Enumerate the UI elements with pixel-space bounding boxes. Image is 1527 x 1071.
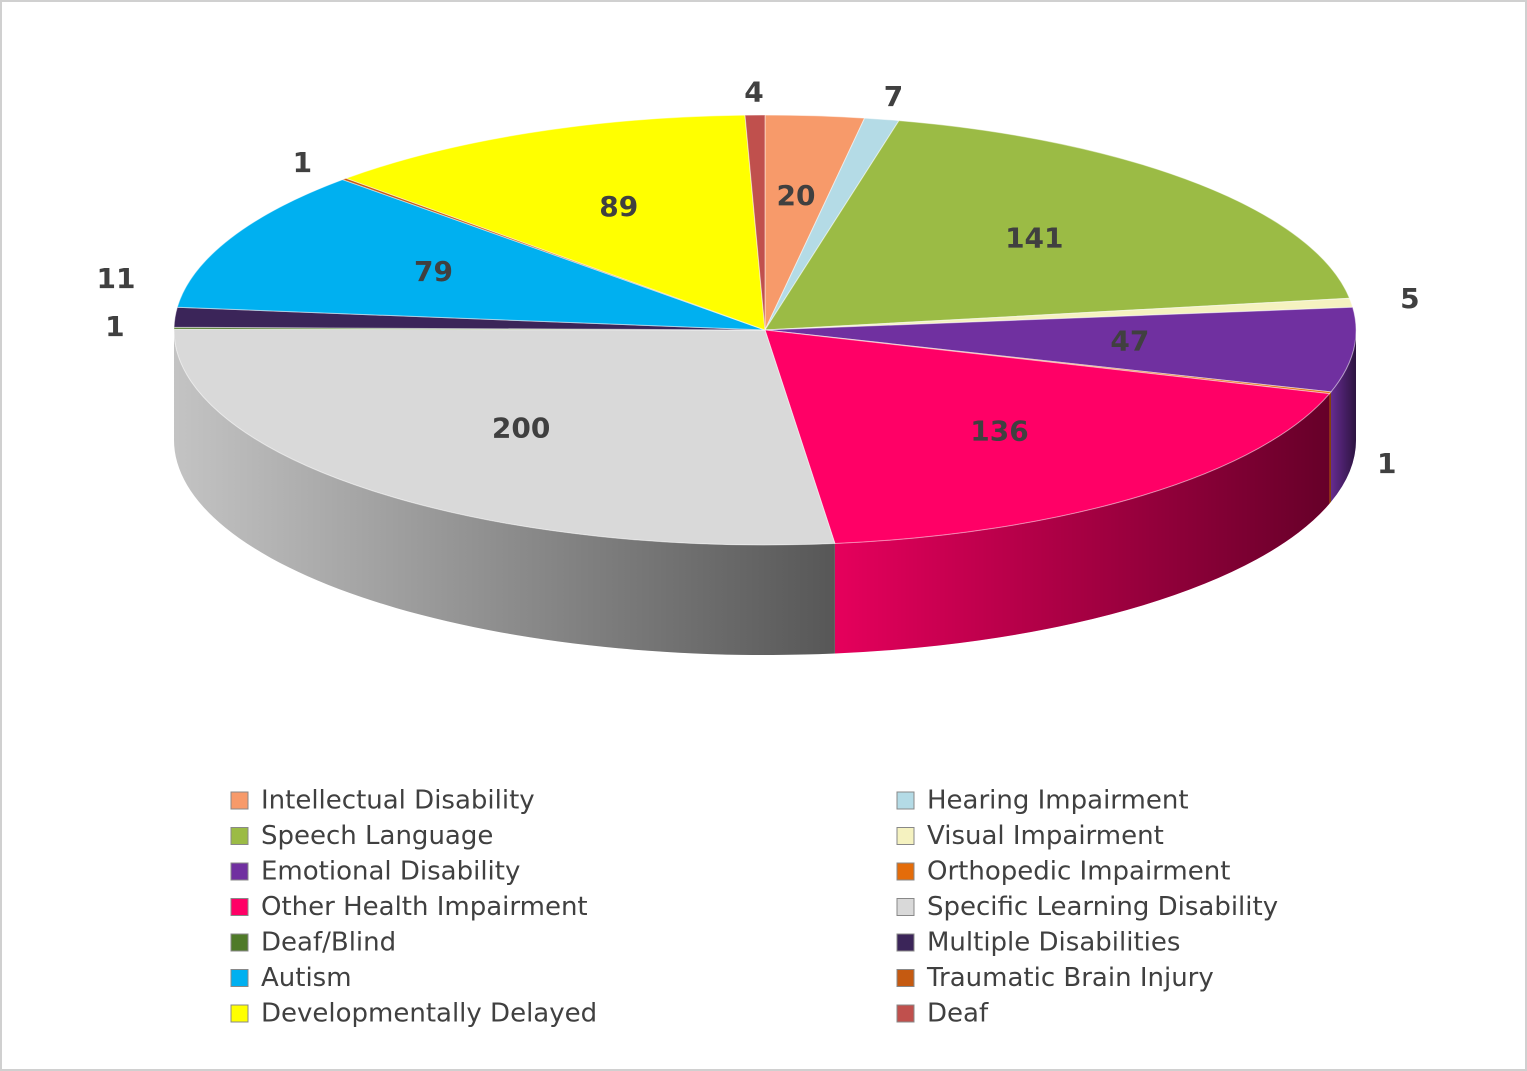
legend-label: Hearing Impairment xyxy=(927,786,1189,816)
legend-swatch xyxy=(230,862,249,881)
legend-label: Deaf xyxy=(927,999,989,1029)
data-label: 47 xyxy=(1110,324,1149,357)
slice xyxy=(764,306,1357,393)
data-label: 136 xyxy=(970,414,1028,447)
legend-swatch xyxy=(230,791,249,810)
data-label: 5 xyxy=(1400,282,1419,315)
data-label: 4 xyxy=(744,76,763,109)
data-label: 1 xyxy=(293,146,312,179)
legend-label: Other Health Impairment xyxy=(261,892,588,922)
legend-label: Visual Impairment xyxy=(927,821,1164,851)
legend-swatch xyxy=(230,827,249,845)
legend-swatch xyxy=(896,933,915,952)
data-label: 200 xyxy=(492,411,550,444)
data-label: 11 xyxy=(97,262,136,295)
data-label: 89 xyxy=(599,190,638,223)
slice-side-shade xyxy=(1330,330,1356,502)
legend-label: Orthopedic Impairment xyxy=(927,857,1230,887)
legend-label: Emotional Disability xyxy=(261,857,520,887)
legend-label: Specific Learning Disability xyxy=(927,892,1278,922)
data-label: 141 xyxy=(1005,222,1063,255)
legend-swatch xyxy=(896,791,915,810)
slice xyxy=(744,114,766,331)
legend-swatch xyxy=(896,827,915,845)
slice xyxy=(344,114,766,331)
slice xyxy=(764,120,1351,331)
slice xyxy=(176,179,766,331)
legend-swatch xyxy=(896,969,915,987)
legend-swatch xyxy=(230,1004,249,1023)
data-label: 20 xyxy=(777,179,816,212)
legend-label: Multiple Disabilities xyxy=(927,928,1180,958)
data-label: 1 xyxy=(1377,447,1396,480)
legend-label: Autism xyxy=(261,963,352,993)
legend-swatch xyxy=(230,933,249,952)
legend-label: Traumatic Brain Injury xyxy=(926,963,1214,993)
data-label: 1 xyxy=(105,310,124,343)
legend-swatch xyxy=(230,898,249,916)
legend-swatch xyxy=(896,862,915,881)
legend-swatch xyxy=(896,1004,915,1023)
slice-side-shade xyxy=(834,393,1330,654)
legend-label: Speech Language xyxy=(261,821,493,851)
legend-label: Intellectual Disability xyxy=(261,786,535,816)
slice-side-shade xyxy=(1329,391,1331,504)
legend-label: Developmentally Delayed xyxy=(261,999,597,1029)
slice xyxy=(764,329,1331,545)
legend-swatch xyxy=(230,969,249,987)
legend-swatch xyxy=(896,898,915,916)
slice-side-shade xyxy=(174,330,835,655)
slice xyxy=(173,328,836,546)
data-label: 79 xyxy=(414,255,453,288)
legend-label: Deaf/Blind xyxy=(261,928,396,958)
data-label: 7 xyxy=(884,80,903,113)
